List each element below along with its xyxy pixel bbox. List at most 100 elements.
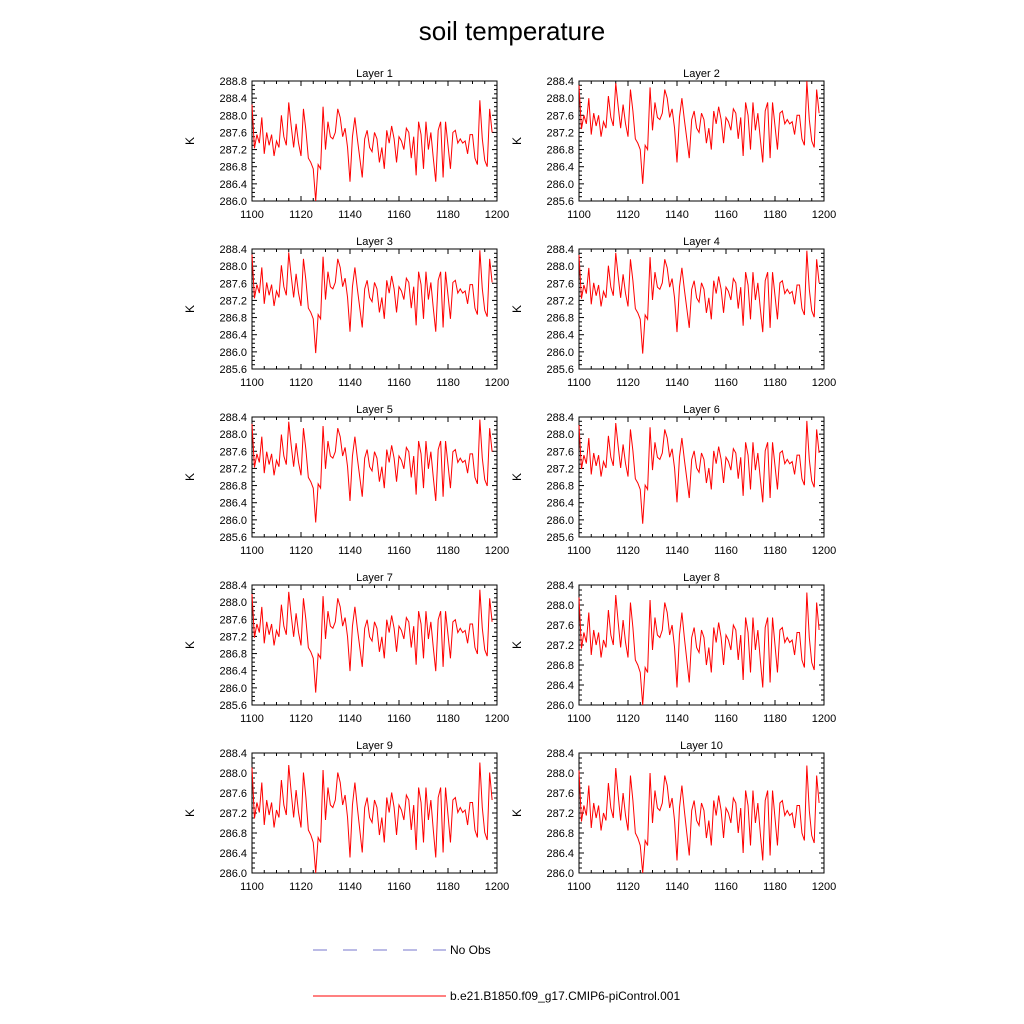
x-tick-label: 1180: [763, 377, 787, 389]
x-tick-label: 1140: [338, 545, 362, 557]
y-tick-label: 286.4: [546, 498, 574, 510]
x-tick-label: 1100: [240, 881, 264, 893]
legend-label-model: b.e21.B1850.f09_g17.CMIP6-piControl.001: [450, 989, 680, 1003]
y-axis-label: K: [510, 137, 524, 145]
y-tick-label: 288.0: [546, 261, 574, 273]
x-tick-label: 1140: [665, 545, 689, 557]
x-tick-label: 1140: [665, 713, 689, 725]
y-tick-label: 288.4: [219, 580, 247, 592]
y-axis-label: K: [510, 305, 524, 313]
x-tick-label: 1120: [616, 545, 640, 557]
panel-layer-3: Layer 3 K 1100 1120 1140 1160 1180 1200 285.6 286…: [183, 236, 509, 389]
y-tick-label: 287.6: [546, 620, 574, 632]
x-tick-label: 1160: [387, 713, 411, 725]
y-tick-label: 286.4: [219, 498, 247, 510]
x-tick-label: 1120: [289, 377, 313, 389]
x-tick-label: 1200: [485, 713, 509, 725]
y-tick-label: 285.6: [546, 364, 574, 376]
series-line-model: [251, 589, 493, 693]
x-tick-label: 1120: [289, 209, 313, 221]
legend-label-no-obs: No Obs: [450, 943, 491, 957]
y-tick-label: 288.4: [219, 93, 247, 105]
y-tick-label: 286.8: [219, 162, 247, 174]
y-tick-label: 288.4: [219, 244, 247, 256]
y-tick-label: 287.2: [546, 808, 574, 820]
y-tick-label: 288.4: [546, 748, 574, 760]
series-line-model: [251, 419, 493, 523]
y-tick-label: 288.8: [219, 76, 247, 88]
figure-title: soil temperature: [419, 16, 605, 46]
y-tick-label: 288.4: [546, 580, 574, 592]
x-tick-label: 1160: [714, 881, 738, 893]
y-tick-label: 287.2: [219, 145, 247, 157]
y-tick-label: 287.2: [546, 295, 574, 307]
y-tick-label: 288.0: [219, 597, 247, 609]
plot-frame: [251, 416, 498, 538]
x-tick-label: 1160: [714, 209, 738, 221]
panel-layer-1: Layer 1 K 1100 1120 1140 1160 1180 1200 286.0 286…: [183, 68, 509, 221]
x-tick-label: 1140: [338, 377, 362, 389]
panel-title: Layer 4: [683, 236, 720, 248]
plot-frame: [578, 80, 825, 202]
y-tick-label: 288.4: [219, 748, 247, 760]
x-tick-label: 1200: [812, 713, 836, 725]
y-tick-label: 287.6: [219, 278, 247, 290]
panel-layer-7: Layer 7 K 1100 1120 1140 1160 1180 1200 285.6 286…: [183, 572, 509, 725]
x-tick-label: 1140: [338, 209, 362, 221]
y-tick-label: 287.6: [546, 110, 574, 122]
x-tick-label: 1140: [665, 881, 689, 893]
panel-layer-2: Layer 2 K 1100 1120 1140 1160 1180 1200 285.6 286…: [510, 68, 836, 221]
y-tick-label: 286.8: [219, 649, 247, 661]
x-tick-label: 1180: [436, 545, 460, 557]
x-tick-label: 1120: [289, 713, 313, 725]
y-tick-label: 286.8: [546, 481, 574, 493]
y-tick-label: 287.6: [219, 788, 247, 800]
panels-group: Layer 1 K 1100 1120 1140 1160 1180 1200 286.0 286…: [183, 68, 836, 893]
y-tick-label: 286.4: [219, 330, 247, 342]
y-tick-label: 286.4: [219, 848, 247, 860]
x-tick-label: 1100: [240, 713, 264, 725]
y-tick-label: 285.6: [546, 532, 574, 544]
panel-layer-6: Layer 6 K 1100 1120 1140 1160 1180 1200 285.6 286…: [510, 404, 836, 557]
x-tick-label: 1140: [665, 209, 689, 221]
y-axis-label: K: [510, 809, 524, 817]
x-tick-label: 1160: [387, 377, 411, 389]
x-tick-label: 1200: [485, 881, 509, 893]
x-tick-label: 1160: [387, 545, 411, 557]
x-tick-label: 1140: [665, 377, 689, 389]
x-tick-label: 1100: [567, 545, 591, 557]
series-line-model: [578, 80, 820, 184]
y-tick-label: 286.0: [219, 868, 247, 880]
x-tick-label: 1100: [567, 881, 591, 893]
panel-title: Layer 9: [356, 740, 393, 752]
y-axis-label: K: [183, 641, 197, 649]
y-tick-label: 286.4: [219, 179, 247, 191]
x-tick-label: 1120: [616, 881, 640, 893]
x-tick-label: 1120: [289, 881, 313, 893]
y-axis-label: K: [510, 641, 524, 649]
y-tick-label: 286.0: [219, 196, 247, 208]
y-tick-label: 288.0: [546, 768, 574, 780]
x-tick-label: 1100: [240, 377, 264, 389]
x-tick-label: 1200: [812, 881, 836, 893]
x-tick-label: 1120: [289, 545, 313, 557]
y-tick-label: 288.0: [219, 429, 247, 441]
panel-title: Layer 7: [356, 572, 393, 584]
y-axis-label: K: [183, 473, 197, 481]
x-tick-label: 1160: [714, 545, 738, 557]
x-tick-label: 1200: [485, 209, 509, 221]
y-tick-label: 285.6: [546, 196, 574, 208]
x-tick-label: 1200: [812, 545, 836, 557]
x-tick-label: 1200: [485, 377, 509, 389]
y-tick-label: 286.8: [546, 828, 574, 840]
x-tick-label: 1140: [338, 881, 362, 893]
x-tick-label: 1200: [812, 377, 836, 389]
panel-title: Layer 8: [683, 572, 720, 584]
y-tick-label: 287.2: [219, 295, 247, 307]
x-tick-label: 1160: [714, 713, 738, 725]
x-tick-label: 1140: [338, 713, 362, 725]
y-tick-label: 288.0: [546, 600, 574, 612]
y-tick-label: 286.4: [546, 330, 574, 342]
series-line-model: [251, 250, 493, 354]
y-tick-label: 287.6: [219, 446, 247, 458]
